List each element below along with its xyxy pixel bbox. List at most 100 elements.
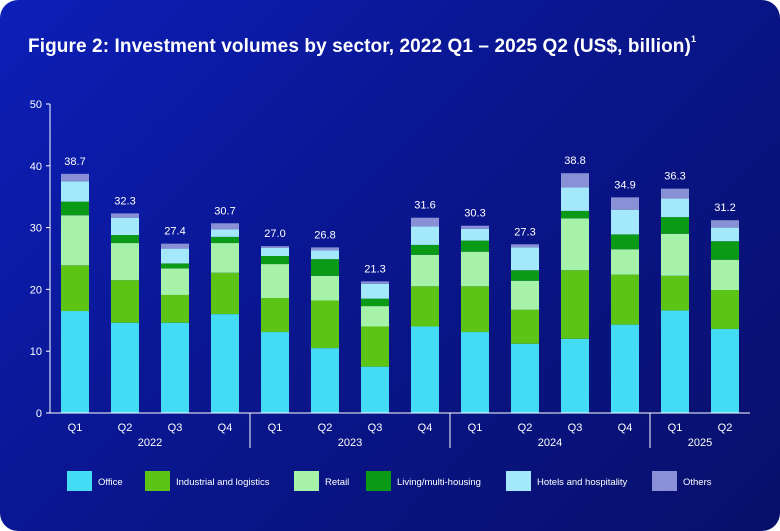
x-tick-label: Q2 <box>518 422 533 434</box>
bar-segment <box>561 210 589 219</box>
bar-segment <box>211 272 239 315</box>
bar-segment <box>61 215 89 266</box>
bar-segment <box>461 286 489 333</box>
bar-segment <box>211 229 239 237</box>
bar-total-label: 30.7 <box>214 205 235 217</box>
bar-segment <box>211 314 239 413</box>
bar-segment <box>661 217 689 234</box>
bar-segment <box>311 348 339 413</box>
x-tick-label: Q2 <box>318 422 333 434</box>
bar-segment <box>461 228 489 241</box>
legend-swatch <box>366 471 391 491</box>
bar-total-label: 38.8 <box>564 155 585 167</box>
bar-segment <box>611 197 639 210</box>
x-tick-label: Q3 <box>168 422 183 434</box>
bar-segment <box>611 324 639 413</box>
y-tick-label: 50 <box>30 99 42 111</box>
bar-segment <box>661 233 689 276</box>
legend-label: Others <box>683 477 712 488</box>
bar-total-label: 27.4 <box>164 226 185 238</box>
bar-total-label: 32.3 <box>114 195 135 207</box>
bar-segment <box>111 280 139 323</box>
bar-segment <box>461 332 489 413</box>
bar-segment <box>511 343 539 413</box>
chart-title-text: Figure 2: Investment volumes by sector, … <box>28 36 691 57</box>
year-label: 2024 <box>538 437 562 449</box>
bar-segment <box>111 243 139 281</box>
legend-label: Retail <box>325 477 349 488</box>
bar-total-label: 30.3 <box>464 208 485 220</box>
legend-swatch <box>145 471 170 491</box>
bar-segment <box>411 326 439 413</box>
bar-segment <box>361 281 389 284</box>
x-tick-label: Q1 <box>68 422 83 434</box>
bar-segment <box>511 270 539 281</box>
year-label: 2023 <box>338 437 362 449</box>
bar-segment <box>261 256 289 265</box>
chart-title: Figure 2: Investment volumes by sector, … <box>28 34 697 58</box>
x-tick-label: Q1 <box>468 422 483 434</box>
bar-segment <box>261 298 289 333</box>
x-tick-label: Q1 <box>668 422 683 434</box>
bar-segment <box>561 338 589 413</box>
bar-segment <box>311 259 339 276</box>
bar-segment <box>711 220 739 228</box>
x-tick-label: Q4 <box>418 422 433 434</box>
bar-segment <box>711 241 739 260</box>
bar-segment <box>161 263 189 269</box>
bar-segment <box>661 188 689 199</box>
bar-segment <box>411 254 439 287</box>
bar-segment <box>161 294 189 323</box>
x-tick-label: Q3 <box>368 422 383 434</box>
bar-segment <box>411 286 439 327</box>
year-label: 2022 <box>138 437 162 449</box>
title-footnote-marker: 1 <box>690 34 697 44</box>
bar-segment <box>211 223 239 230</box>
bar-segment <box>311 247 339 251</box>
bar-segment <box>361 298 389 307</box>
bar-segment <box>311 250 339 260</box>
bar-total-label: 21.3 <box>364 263 385 275</box>
y-tick-label: 20 <box>30 284 42 296</box>
legend-label: Hotels and hospitality <box>537 477 628 488</box>
bar-segment <box>161 243 189 249</box>
bar-segment <box>161 268 189 295</box>
bar-segment <box>461 240 489 252</box>
x-tick-label: Q1 <box>268 422 283 434</box>
bar-segment <box>361 306 389 327</box>
bar-segment <box>711 227 739 242</box>
legend-label: Living/multi-housing <box>397 477 481 488</box>
bar-segment <box>161 248 189 264</box>
bar-segment <box>161 322 189 413</box>
bar-segment <box>611 234 639 250</box>
bar-segment <box>61 311 89 413</box>
bar-segment <box>511 309 539 344</box>
bar-segment <box>211 243 239 273</box>
x-tick-label: Q3 <box>568 422 583 434</box>
bar-total-label: 27.3 <box>514 226 535 238</box>
legend-swatch <box>294 471 319 491</box>
bar-segment <box>561 173 589 188</box>
year-label: 2025 <box>688 437 712 449</box>
bar-total-label: 34.9 <box>614 179 635 191</box>
bar-segment <box>61 181 89 202</box>
bar-segment <box>661 198 689 218</box>
bar-total-label: 31.6 <box>414 200 435 212</box>
bar-segment <box>611 274 639 325</box>
bar-segment <box>711 259 739 291</box>
legend-label: Industrial and logistics <box>176 477 270 488</box>
bar-total-label: 26.8 <box>314 229 335 241</box>
bar-segment <box>411 244 439 255</box>
bar-segment <box>111 322 139 413</box>
bar-segment <box>261 247 289 257</box>
bar-segment <box>61 265 89 312</box>
bar-segment <box>211 236 239 244</box>
bar-segment <box>511 244 539 248</box>
bar-segment <box>561 270 589 339</box>
bar-segment <box>711 290 739 329</box>
bar-segment <box>311 275 339 301</box>
bar-segment <box>111 213 139 218</box>
bar-segment <box>561 218 589 271</box>
